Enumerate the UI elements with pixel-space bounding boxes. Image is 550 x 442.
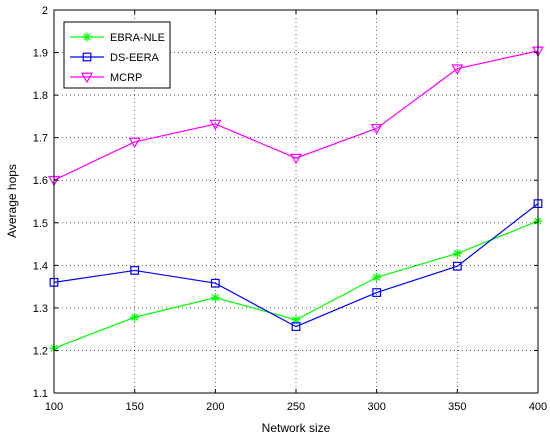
- legend-label: EBRA-NLE: [110, 32, 165, 44]
- data-point: [128, 137, 141, 149]
- legend-entry: MCRP: [70, 72, 142, 84]
- data-point: [370, 123, 383, 135]
- data-point: [209, 119, 222, 131]
- data-point: [210, 278, 220, 288]
- y-tick-label: 2: [42, 5, 48, 17]
- data-point: [372, 272, 382, 282]
- y-tick-label: 1.7: [33, 133, 48, 145]
- data-point: [452, 248, 462, 258]
- x-tick-label: 400: [529, 401, 547, 413]
- data-point: [452, 261, 462, 271]
- x-tick-label: 100: [45, 401, 63, 413]
- legend-label: DS-EERA: [110, 52, 160, 64]
- y-tick-label: 1.3: [33, 303, 48, 315]
- series-layer: [47, 46, 545, 353]
- data-point: [451, 64, 464, 75]
- data-point: [291, 322, 301, 332]
- y-tick-label: 1.8: [33, 90, 48, 102]
- legend-marker: [80, 72, 94, 84]
- legend-entry: DS-EERA: [70, 52, 160, 64]
- legend-label: MCRP: [110, 72, 142, 84]
- legend-marker: [82, 32, 92, 42]
- legend-entry: EBRA-NLE: [70, 32, 165, 44]
- axis-ticks: 100 150 200 250 300 350 400 1.1 1.2 1.3 1.4 1.5 1.6 1…: [33, 5, 547, 413]
- data-point: [210, 293, 220, 303]
- legend: EBRA-NLE DS-EERA MCRP: [63, 21, 171, 89]
- series-line: [53, 203, 539, 328]
- y-axis-label: Average hops: [5, 164, 19, 238]
- x-tick-label: 200: [206, 401, 224, 413]
- data-point: [130, 312, 140, 322]
- legend-marker: [82, 52, 92, 62]
- x-tick-label: 350: [448, 401, 466, 413]
- y-tick-label: 1.9: [33, 48, 48, 60]
- data-point: [130, 266, 140, 275]
- x-tick-label: 250: [287, 401, 305, 413]
- series-ebra-nle: [49, 216, 543, 353]
- y-tick-label: 1.4: [33, 260, 48, 272]
- x-tick-label: 150: [125, 401, 143, 413]
- y-tick-label: 1.5: [33, 218, 48, 230]
- data-point: [289, 153, 303, 165]
- series-line: [53, 50, 539, 181]
- y-tick-label: 1.6: [33, 175, 48, 187]
- x-tick-label: 300: [367, 401, 385, 413]
- x-axis-label: Network size: [262, 421, 331, 435]
- y-tick-label: 1.1: [33, 388, 48, 400]
- y-tick-label: 1.2: [33, 345, 48, 357]
- data-point: [372, 288, 382, 297]
